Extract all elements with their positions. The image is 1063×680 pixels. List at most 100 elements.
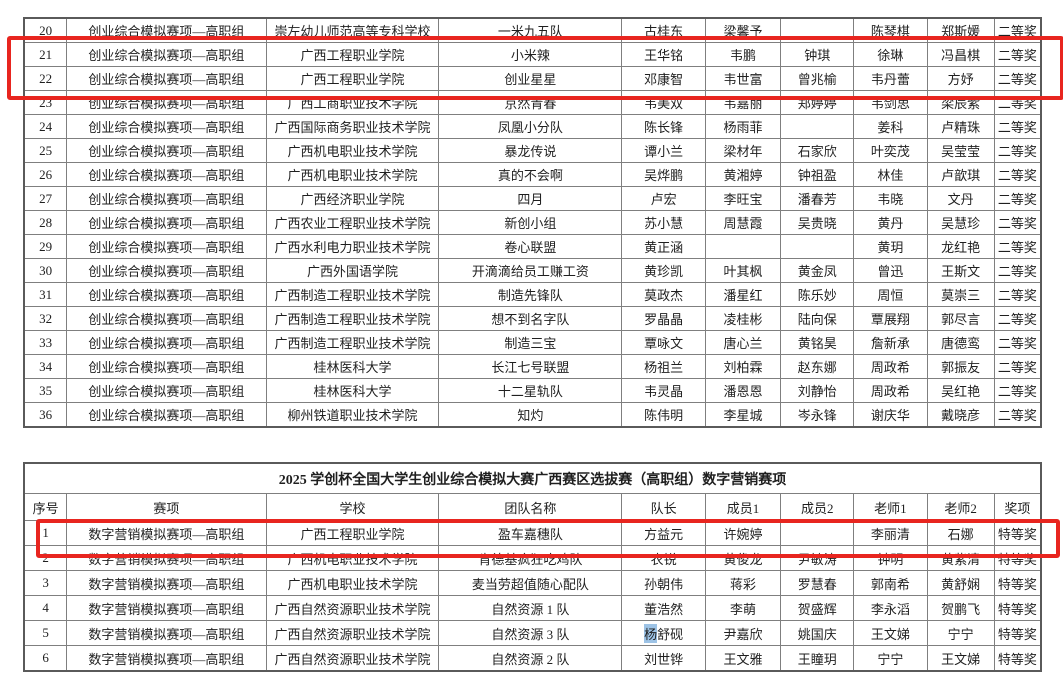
cell-school: 广西工程职业学院 [265, 520, 440, 546]
cell-school: 广西外国语学院 [265, 258, 440, 283]
cell-event: 数字营销模拟赛项—高职组 [66, 520, 267, 546]
cell-captain: 卢宏 [621, 186, 706, 211]
cell-team: 小米辣 [438, 42, 623, 67]
cell-teacher2: 吴红艳 [926, 378, 995, 403]
cell-team: 自然资源 3 队 [438, 620, 623, 646]
cell-award: 二等奖 [993, 186, 1042, 211]
cell-captain: 韦美双 [621, 90, 706, 115]
cell-teacher2: 戴晓彦 [926, 402, 995, 428]
cell-team: 麦当劳超值随心配队 [438, 570, 623, 596]
table-row: 21 创业综合模拟赛项—高职组 广西工程职业学院 小米辣 王华铭 韦鹏 钟琪 徐琳 冯昌棋 二等奖 [23, 42, 1042, 67]
table-row: 20 创业综合模拟赛项—高职组 崇左幼儿师范高等专科学校 一米九五队 古桂东 梁馨予 陈琴棋… [23, 17, 1042, 43]
cell-award: 二等奖 [993, 114, 1042, 139]
cell-member2: 刘静怡 [780, 378, 855, 403]
cell-no: 28 [23, 210, 68, 235]
cell-teacher1: 郭南希 [853, 570, 928, 596]
table-header-row: 序号 赛项 学校 团队名称 队长 成员1 成员2 老师1 老师2 奖项 [23, 493, 1042, 521]
table-row: 27 创业综合模拟赛项—高职组 广西经济职业学院 四月 卢宏 李旺宝 潘春芳 韦晓 文丹 二等奖 [23, 186, 1042, 211]
cell-captain: 王华铭 [621, 42, 706, 67]
cell-team: 长江七号联盟 [438, 354, 623, 379]
table-row: 5 数字营销模拟赛项—高职组 广西自然资源职业技术学院 自然资源 3 队杨舒砚 尹嘉欣姚… [23, 620, 1042, 646]
cell-no: 26 [23, 162, 68, 187]
cell-captain: 杨祖兰 [621, 354, 706, 379]
cell-no: 23 [23, 90, 68, 115]
cell-member1: 李萌 [704, 595, 782, 621]
cell-teacher1: 周恒 [853, 282, 928, 307]
cell-member1: 唐心兰 [704, 330, 782, 355]
table-row: 28 创业综合模拟赛项—高职组 广西农业工程职业技术学院 新创小组 苏小慧 周慧霞 吴贵晓黄… [23, 210, 1042, 235]
cell-member2: 钟祖盈 [780, 162, 855, 187]
cell-member2: 潘春芳 [780, 186, 855, 211]
cell-school: 桂林医科大学 [265, 378, 440, 403]
cell-event: 创业综合模拟赛项—高职组 [66, 378, 267, 403]
cell-no: 34 [23, 354, 68, 379]
cell-school: 广西工程职业学院 [265, 66, 440, 91]
cell-event: 创业综合模拟赛项—高职组 [66, 66, 267, 91]
cell-member2 [780, 234, 855, 259]
cell-school: 广西机电职业技术学院 [265, 570, 440, 596]
cell-teacher1: 韦丹蕾 [853, 66, 928, 91]
column-header: 成员2 [780, 493, 855, 521]
cell-teacher2: 卢歆琪 [926, 162, 995, 187]
cell-event: 创业综合模拟赛项—高职组 [66, 330, 267, 355]
cell-captain: 杨舒砚 [621, 620, 706, 646]
cell-teacher1: 韦晓 [853, 186, 928, 211]
chuangye-table-body: 20 创业综合模拟赛项—高职组 崇左幼儿师范高等专科学校 一米九五队 古桂东 梁馨予 陈琴棋… [23, 17, 1042, 428]
cell-team: 盈车嘉穗队 [438, 520, 623, 546]
shuzi-yingxiao-results-table: 2025 学创杯全国大学生创业综合模拟大赛广西赛区选拔赛（高职组）数字营销赛项 … [23, 462, 1042, 672]
cell-no: 4 [23, 595, 68, 621]
cell-member2: 罗慧春 [780, 570, 855, 596]
cell-award: 特等奖 [993, 595, 1042, 621]
cell-event: 创业综合模拟赛项—高职组 [66, 42, 267, 67]
cell-teacher2: 宁宁 [926, 620, 995, 646]
cell-team: 知灼 [438, 402, 623, 428]
cell-member2: 郑婷婷 [780, 90, 855, 115]
cell-award: 二等奖 [993, 306, 1042, 331]
cell-team: 自然资源 1 队 [438, 595, 623, 621]
cell-teacher2: 梁辰紫 [926, 90, 995, 115]
column-header: 团队名称 [438, 493, 623, 521]
table-row: 26 创业综合模拟赛项—高职组 广西机电职业技术学院 真的不会啊 吴烨鹏 黄湘婷 钟祖盈 林佳… [23, 162, 1042, 187]
cell-teacher2: 龙红艳 [926, 234, 995, 259]
cell-member2: 石家欣 [780, 138, 855, 163]
table-row: 33 创业综合模拟赛项—高职组 广西制造工程职业技术学院 制造三宝 覃咏文 唐心兰 黄铭昊詹… [23, 330, 1042, 355]
cell-no: 21 [23, 42, 68, 67]
cell-teacher1: 姜科 [853, 114, 928, 139]
cell-school: 广西工程职业学院 [265, 42, 440, 67]
cell-no: 5 [23, 620, 68, 646]
cell-team: 凤凰小分队 [438, 114, 623, 139]
cell-teacher1: 詹新承 [853, 330, 928, 355]
column-header: 成员1 [704, 493, 782, 521]
table-row: 1 数字营销模拟赛项—高职组 广西工程职业学院 盈车嘉穗队 方益元 许婉婷 李丽清 石娜 特等奖 [23, 520, 1042, 546]
cell-member2 [780, 520, 855, 546]
cell-teacher1: 覃展翔 [853, 306, 928, 331]
cell-event: 创业综合模拟赛项—高职组 [66, 354, 267, 379]
cell-teacher2: 黄紫清 [926, 545, 995, 571]
cell-no: 27 [23, 186, 68, 211]
cell-captain: 吴烨鹏 [621, 162, 706, 187]
cell-event: 创业综合模拟赛项—高职组 [66, 306, 267, 331]
table-row: 25 创业综合模拟赛项—高职组 广西机电职业技术学院 暴龙传说 谭小兰 梁材年 石家欣 叶奕茂… [23, 138, 1042, 163]
cell-teacher1: 韦剑思 [853, 90, 928, 115]
column-header: 老师1 [853, 493, 928, 521]
cell-school: 柳州铁道职业技术学院 [265, 402, 440, 428]
cell-award: 二等奖 [993, 402, 1042, 428]
cell-teacher1: 林佳 [853, 162, 928, 187]
cell-team: 开滴滴给员工赚工资 [438, 258, 623, 283]
cell-teacher2: 吴慧珍 [926, 210, 995, 235]
cell-member1: 刘柏霖 [704, 354, 782, 379]
cell-member2: 王瞳玥 [780, 645, 855, 672]
cell-award: 二等奖 [993, 66, 1042, 91]
cell-team: 一米九五队 [438, 17, 623, 43]
cell-teacher2: 黄舒娴 [926, 570, 995, 596]
cell-teacher1: 钟明 [853, 545, 928, 571]
chuangye-results-table: 20 创业综合模拟赛项—高职组 崇左幼儿师范高等专科学校 一米九五队 古桂东 梁馨予 陈琴棋… [23, 17, 1042, 428]
cell-member1: 李旺宝 [704, 186, 782, 211]
cell-teacher1: 李丽清 [853, 520, 928, 546]
cell-teacher1: 黄丹 [853, 210, 928, 235]
cell-teacher1: 李永滔 [853, 595, 928, 621]
cell-member2 [780, 17, 855, 43]
cell-captain: 覃咏文 [621, 330, 706, 355]
cell-teacher1: 徐琳 [853, 42, 928, 67]
table-row: 4 数字营销模拟赛项—高职组 广西自然资源职业技术学院 自然资源 1 队董浩然 李萌 贺盛… [23, 595, 1042, 621]
